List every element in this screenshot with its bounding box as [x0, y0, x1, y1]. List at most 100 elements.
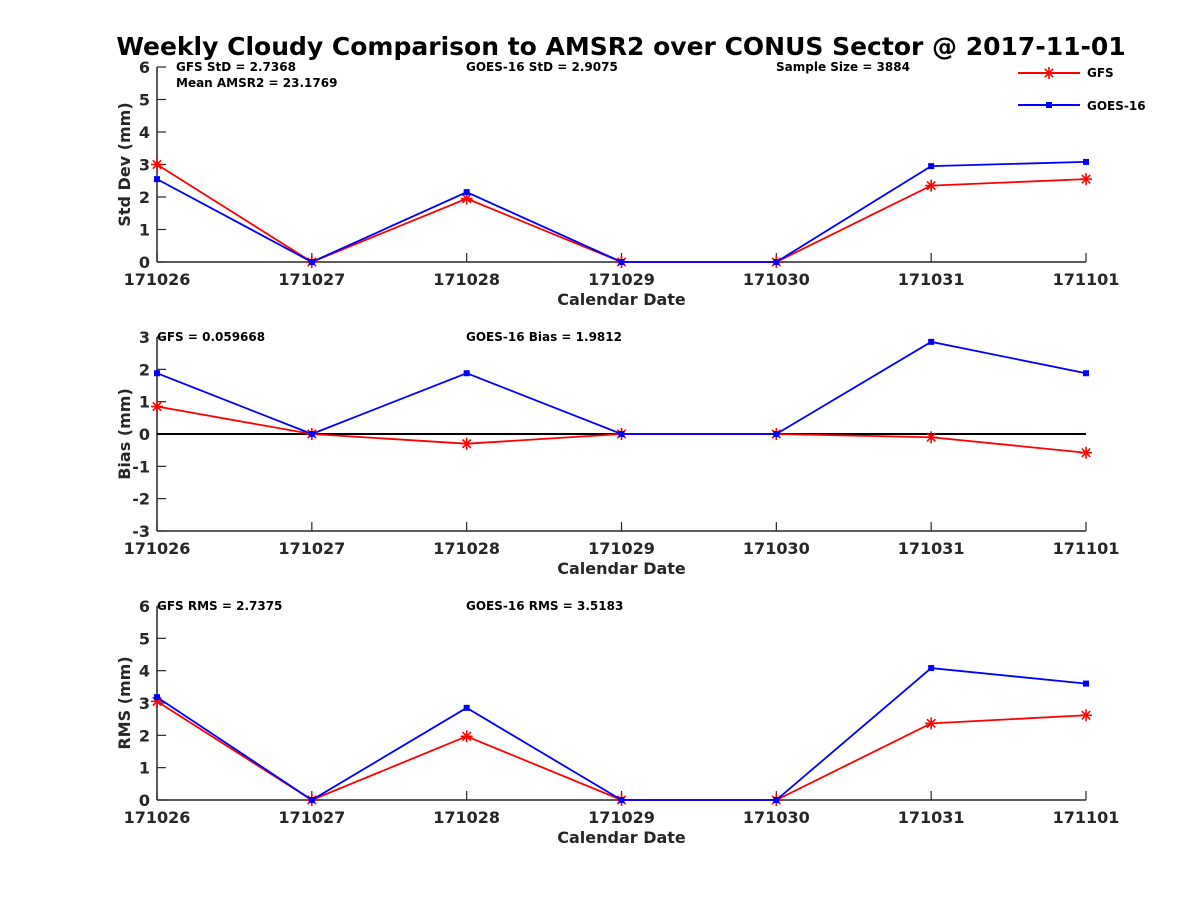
- data-point-goes16: [773, 797, 780, 803]
- x-tick-label: 171026: [124, 270, 191, 289]
- stat-annotation: GFS StD = 2.7368: [176, 60, 296, 74]
- panel-3: 0 1 2 3 4 5 6 171026 171027 171028 171029 171030 171…: [115, 597, 1119, 847]
- chart-title: Weekly Cloudy Comparison to AMSR2 over C…: [116, 32, 1125, 61]
- x-tick-label: 171029: [588, 270, 655, 289]
- stat-annotation: Sample Size = 3884: [776, 60, 910, 74]
- y-axis-label: Bias (mm): [115, 388, 134, 480]
- data-point-goes16: [308, 797, 315, 803]
- data-point-gfs: [1080, 446, 1092, 459]
- series-line-gfs: [156, 163, 1087, 264]
- legend-asterisk-gfs: [1043, 67, 1055, 79]
- y-tick-label: 1: [139, 393, 150, 412]
- y-tick-label: 3: [139, 694, 150, 713]
- y-tick-label: -1: [132, 457, 150, 476]
- x-tick-label: 171030: [743, 270, 810, 289]
- y-tick-label: 0: [139, 425, 150, 444]
- data-point-goes16: [154, 176, 160, 183]
- data-point-gfs-stroke: [1081, 174, 1091, 184]
- series-line-goes16: [156, 340, 1087, 435]
- y-tick-label: 2: [139, 188, 150, 207]
- data-point-gfs: [460, 437, 473, 450]
- x-tick-label: 171028: [433, 808, 500, 827]
- series-line-gfs: [156, 700, 1087, 802]
- data-point-goes16: [618, 797, 625, 803]
- y-tick-label: 1: [139, 221, 150, 240]
- stat-annotation: GFS = 0.059668: [157, 330, 265, 344]
- data-point-goes16: [463, 189, 470, 196]
- data-point-gfs: [925, 431, 938, 444]
- legend-label-goes16: GOES-16: [1087, 99, 1146, 113]
- stat-annotation: GFS RMS = 2.7375: [157, 599, 282, 613]
- data-point-goes16: [928, 163, 935, 170]
- x-tick-label: 171031: [898, 808, 965, 827]
- y-tick-label: 0: [139, 791, 150, 810]
- data-point-gfs: [925, 717, 938, 730]
- data-point-goes16: [928, 338, 935, 345]
- y-tick-label: 4: [139, 662, 150, 681]
- x-tick-label: 171028: [433, 270, 500, 289]
- y-tick-label: 2: [139, 726, 150, 745]
- legend-label-gfs: GFS: [1087, 66, 1114, 80]
- x-tick-label: 171027: [278, 270, 345, 289]
- y-tick-label: 5: [139, 91, 150, 110]
- legend-marker-goes16: [1046, 102, 1052, 108]
- data-point-goes16: [1083, 680, 1089, 687]
- legend-marker-gfs: [1043, 67, 1055, 79]
- data-point-goes16: [154, 370, 160, 377]
- y-tick-label: 4: [139, 123, 150, 142]
- data-point-goes16: [1083, 370, 1089, 377]
- x-axis-label: Calendar Date: [557, 290, 686, 309]
- stat-annotation: GOES-16 StD = 2.9075: [466, 60, 618, 74]
- data-point-gfs-stroke: [461, 731, 472, 742]
- data-point-goes16: [773, 431, 780, 437]
- y-tick-label: 1: [139, 759, 150, 778]
- x-tick-label: 171101: [1053, 270, 1120, 289]
- data-point-goes16: [463, 704, 470, 711]
- data-point-gfs-stroke: [152, 159, 162, 170]
- stat-annotation: Mean AMSR2 = 23.1769: [176, 76, 337, 90]
- data-point-gfs-stroke: [461, 438, 472, 449]
- plots-container: 0 1 2 3 4 5 6 171026 171027 171028 171029 171030 171…: [115, 58, 1119, 847]
- y-tick-label: 3: [139, 156, 150, 175]
- y-tick-label: 6: [139, 58, 150, 77]
- series-line-goes16: [156, 161, 1087, 264]
- data-point-gfs: [151, 400, 163, 413]
- stat-annotation: GOES-16 RMS = 3.5183: [466, 599, 623, 613]
- x-tick-label: 171027: [278, 808, 345, 827]
- y-tick-label: 3: [139, 328, 150, 347]
- data-point-goes16: [618, 259, 625, 265]
- data-point-gfs: [925, 179, 938, 192]
- y-tick-label: 2: [139, 360, 150, 379]
- data-point-goes16: [154, 694, 160, 701]
- data-point-goes16: [308, 259, 315, 265]
- data-point-goes16: [928, 665, 935, 672]
- y-axis-label: Std Dev (mm): [115, 102, 134, 226]
- x-tick-label: 171027: [278, 539, 345, 558]
- x-tick-label: 171101: [1053, 539, 1120, 558]
- x-tick-label: 171028: [433, 539, 500, 558]
- y-tick-label: 6: [139, 597, 150, 616]
- data-point-gfs-stroke: [461, 193, 472, 204]
- y-tick-label: -2: [132, 490, 150, 509]
- data-point-gfs: [1080, 709, 1092, 722]
- x-tick-label: 171030: [743, 808, 810, 827]
- data-point-gfs-stroke: [926, 180, 936, 191]
- x-tick-label: 171026: [124, 539, 191, 558]
- data-point-goes16: [1083, 158, 1089, 165]
- data-point-gfs: [460, 192, 473, 205]
- data-point-goes16: [308, 431, 315, 437]
- y-tick-label: -3: [132, 522, 150, 541]
- x-tick-label: 171026: [124, 808, 191, 827]
- data-point-gfs: [460, 730, 473, 743]
- x-axis-label: Calendar Date: [557, 828, 686, 847]
- data-point-gfs-stroke: [926, 432, 936, 442]
- y-axis-label: RMS (mm): [115, 656, 134, 749]
- data-point-goes16: [463, 370, 470, 377]
- x-axis-label: Calendar Date: [557, 559, 686, 578]
- data-point-gfs-stroke: [1081, 710, 1091, 721]
- data-point-goes16: [773, 259, 780, 265]
- data-point-gfs-stroke: [152, 401, 162, 412]
- data-point-gfs-stroke: [926, 718, 936, 729]
- y-tick-label: 0: [139, 253, 150, 272]
- x-tick-label: 171031: [898, 539, 965, 558]
